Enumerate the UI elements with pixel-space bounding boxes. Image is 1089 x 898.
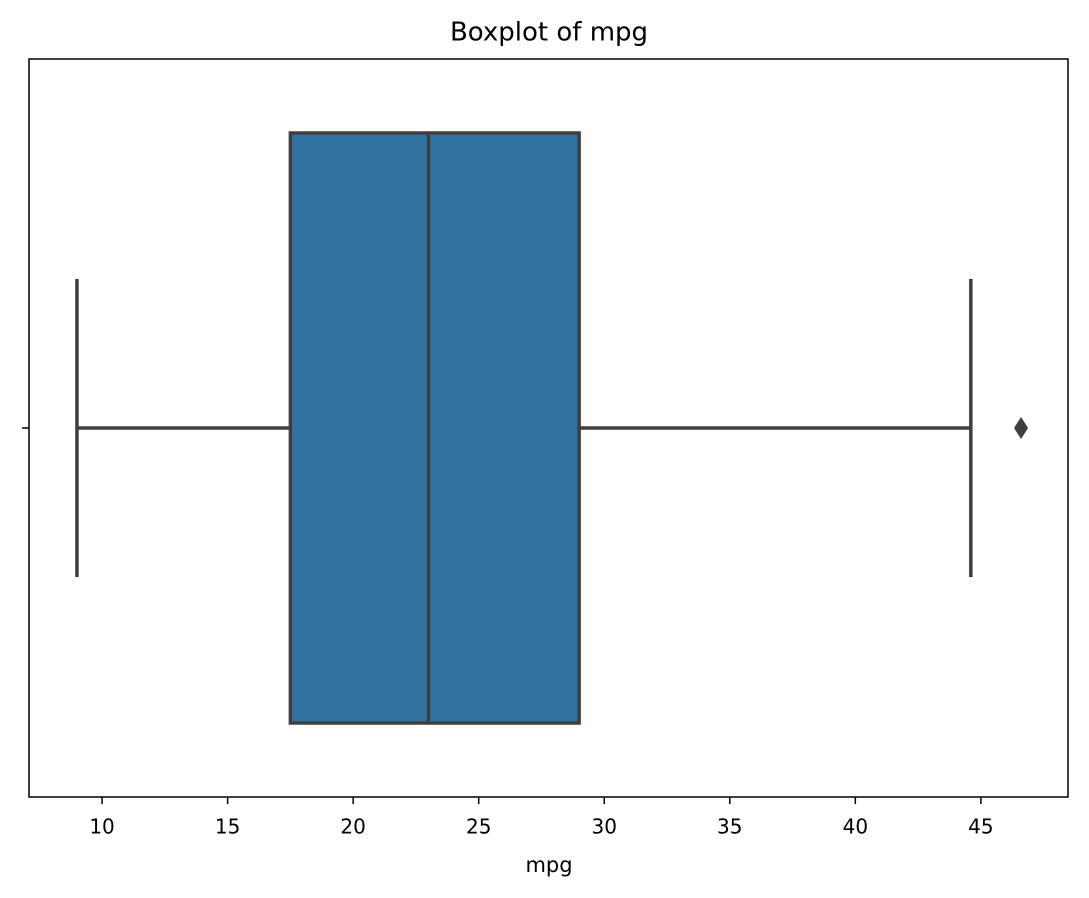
chart-title: Boxplot of mpg — [450, 18, 648, 48]
x-tick-label: 10 — [89, 815, 114, 839]
x-tick-label: 45 — [968, 815, 993, 839]
plot-frame — [28, 58, 1069, 798]
outlier — [1014, 417, 1029, 439]
x-axis-label: mpg — [525, 853, 572, 877]
x-tick-label: 35 — [717, 815, 742, 839]
x-tick-label: 15 — [215, 815, 240, 839]
x-tick-label: 25 — [466, 815, 491, 839]
x-tick-label: 40 — [843, 815, 868, 839]
box — [288, 131, 581, 725]
x-tick-label: 30 — [592, 815, 617, 839]
x-tick-label: 20 — [340, 815, 365, 839]
